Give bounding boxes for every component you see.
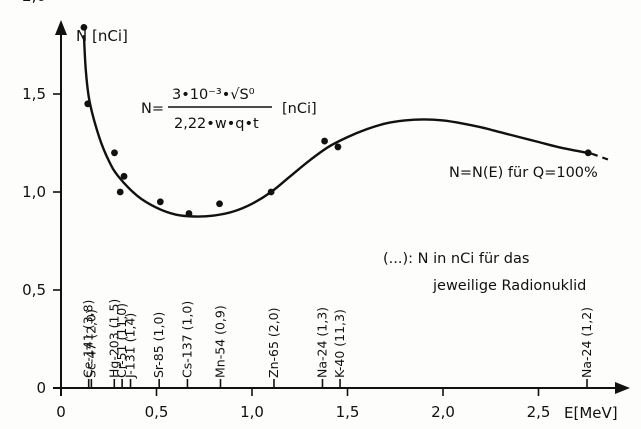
data-point	[120, 172, 128, 180]
nuclide-label: Na-24 (1,3)	[314, 307, 329, 378]
x-tick-label: 1,5	[336, 403, 360, 421]
nuclide-label: Na-24 (1,2)	[579, 307, 594, 378]
data-point	[116, 188, 124, 196]
y-tick-label: 0	[36, 379, 46, 397]
formula-unit: [nCi]	[282, 101, 317, 117]
x-tick-label: 1,0	[240, 403, 264, 421]
fit-curve-group	[82, 35, 612, 218]
nuclide-label: Sr-85 (1,0)	[151, 312, 166, 378]
data-point	[185, 210, 193, 217]
formula-lhs: N=	[141, 101, 164, 117]
data-points	[80, 23, 592, 217]
x-tick-label: 0	[56, 403, 66, 421]
x-tick-label: 2,5	[527, 403, 551, 421]
x-ticks: 0 0,5 1,0 1,5 2,0 2,5	[56, 388, 550, 421]
x-tick-label: 2,0	[431, 403, 455, 421]
nuclide-label: Mn-54 (0,9)	[212, 305, 227, 378]
axes: N [nCi] E[MeV]	[53, 20, 630, 422]
data-point	[321, 137, 328, 145]
data-point	[334, 143, 342, 151]
nuclide-note: (...): N in nCi für das jeweilige Radion…	[383, 251, 586, 294]
data-point	[216, 200, 223, 208]
y-axis-label: N [nCi]	[76, 27, 128, 45]
nuclide-label: Cs-137 (1,0)	[179, 301, 194, 378]
fit-curve-extrapolation	[591, 152, 612, 162]
fit-curve	[82, 35, 593, 218]
formula: N= 3•10⁻³•√S⁰ 2,22•w•q•t [nCi]	[141, 87, 317, 132]
y-tick-label: 1,5	[22, 85, 46, 103]
y-tick-label: 2,0	[22, 0, 46, 5]
nuclide-label: J-131 (1,4)	[123, 313, 138, 379]
formula-denominator: 2,22•w•q•t	[174, 116, 259, 132]
data-point	[584, 149, 592, 157]
y-axis-arrowhead	[55, 20, 67, 35]
nuclide-label: Cr-51 (11,0)	[114, 303, 129, 378]
data-point	[80, 23, 88, 31]
data-point	[156, 198, 164, 206]
note-line-1: (...): N in nCi für das	[383, 251, 529, 267]
nuclide-label: Sc-47 (2,0)	[83, 309, 98, 378]
x-axis-arrowhead	[615, 382, 630, 394]
x-tick-label: 0,5	[145, 403, 169, 421]
nuclide-label: Zn-65 (2,0)	[266, 307, 281, 378]
x-axis-label: E[MeV]	[564, 404, 618, 422]
y-ticks: 0 0,5 1,0 1,5 2,0	[22, 0, 61, 397]
formula-numerator: 3•10⁻³•√S⁰	[172, 87, 255, 103]
nuclide-markers: Ce-141 (3,8)Sc-47 (2,0) Hg-203 (1,5)Cr-51…	[81, 299, 594, 388]
curve-label: N=N(E) für Q=100%	[449, 165, 598, 181]
nuclide-label: K-40 (11,3)	[332, 309, 347, 378]
data-point	[84, 100, 92, 108]
data-point	[267, 188, 275, 196]
nuclide-label: Ce-141 (3,8)	[81, 300, 96, 378]
data-point	[111, 149, 118, 157]
nuclide-label: Hg-203 (1,5)	[106, 299, 121, 378]
y-tick-label: 1,0	[22, 183, 46, 201]
note-line-2: jeweilige Radionuklid	[432, 278, 586, 294]
y-tick-label: 0,5	[22, 281, 46, 299]
